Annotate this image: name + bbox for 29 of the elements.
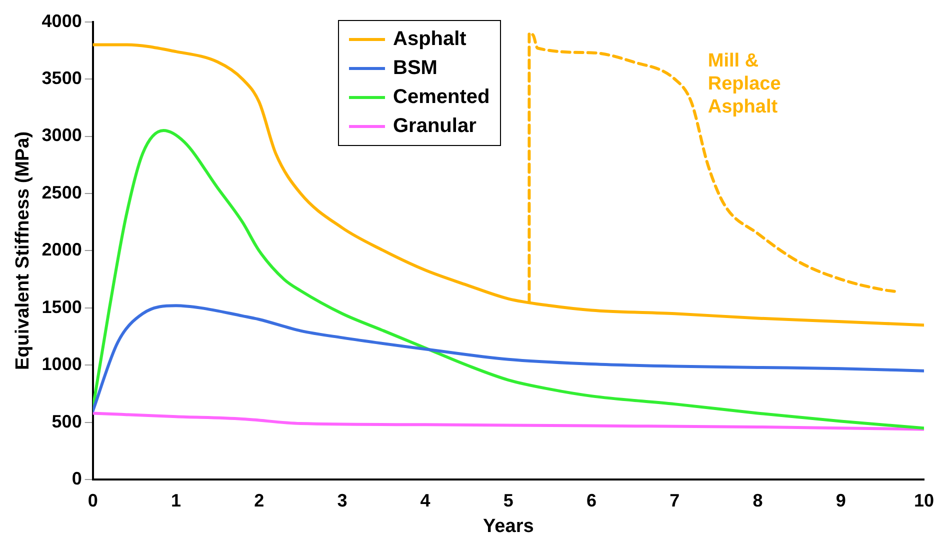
y-tick-label: 1000 — [42, 354, 82, 374]
x-tick-label: 5 — [503, 490, 514, 510]
legend-label: Asphalt — [393, 28, 466, 51]
x-tick-label: 8 — [752, 490, 763, 510]
x-tick-label: 6 — [586, 490, 597, 510]
legend-label: Granular — [393, 115, 476, 138]
annotation: Mill & Replace Asphalt — [708, 50, 781, 118]
x-axis-title: Years — [483, 516, 534, 537]
y-tick-label: 500 — [52, 411, 82, 432]
y-tick-label: 0 — [72, 468, 82, 489]
x-tick-label: 2 — [254, 490, 264, 510]
y-tick-label: 1500 — [42, 296, 82, 317]
line-series — [92, 412, 924, 431]
x-tick-label: 10 — [914, 490, 934, 510]
x-tick-label: 9 — [836, 490, 846, 510]
y-tick-label: 3000 — [42, 125, 82, 146]
line-series — [92, 304, 924, 412]
x-tick-label: 1 — [170, 490, 181, 510]
legend-label: Cemented — [393, 86, 490, 109]
y-axis-title: Equivalent Stiffness (MPa) — [12, 131, 34, 370]
y-tick-label: 2500 — [42, 182, 82, 202]
legend-label: BSM — [393, 57, 438, 80]
x-tick-label: 4 — [420, 490, 430, 510]
x-tick-label: 0 — [88, 490, 98, 510]
y-tick-label: 3500 — [42, 68, 82, 88]
x-tick-label: 7 — [670, 490, 680, 510]
x-tick-label: 3 — [337, 490, 348, 510]
y-tick-label: 2000 — [42, 240, 82, 260]
y-tick-label: 4000 — [42, 10, 82, 31]
